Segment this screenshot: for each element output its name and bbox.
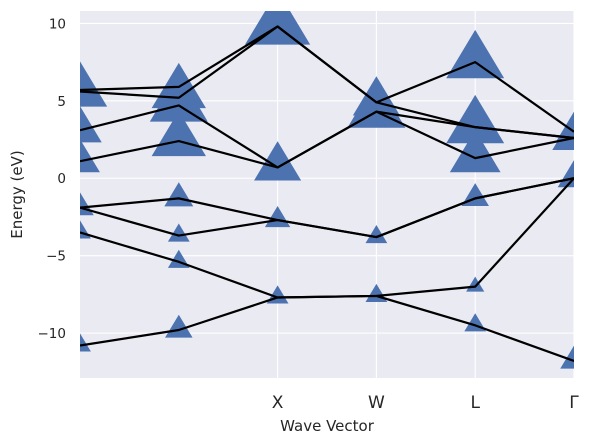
marker-18 [365,225,388,244]
x-tick-label-W: W [368,393,385,413]
band-lines [80,25,574,363]
y-tick-label-2: 0 [57,171,66,187]
y-axis-label: Energy (eV) [8,150,26,238]
x-tick-label-Γ: Γ [569,393,579,413]
marker-27 [560,345,574,369]
marker-0 [80,333,91,352]
x-tick-label-X: X [272,393,284,413]
band-line-1 [80,177,574,299]
plot-background [80,11,574,378]
marker-15 [254,141,302,181]
x-tick-label-L: L [470,393,480,413]
y-tick-label-0: 10 [49,16,66,32]
marker-4 [80,106,102,143]
marker-28 [557,160,574,188]
marker-30 [555,111,574,142]
y-tick-label-4: −10 [38,326,67,342]
marker-3 [80,139,100,173]
band-line-7 [80,25,574,133]
marker-5 [80,61,108,107]
y-axis-ticks: 10 5 0 −5 −10 [38,16,67,342]
band-line-3 [80,177,574,239]
marker-26 [446,29,505,79]
marker-24 [449,129,501,173]
x-axis-label: Wave Vector [280,417,375,435]
y-tick-label-3: −5 [46,249,66,265]
y-tick-label-1: 5 [57,94,66,110]
marker-8 [167,223,190,242]
marker-25 [446,94,505,144]
plot-area [80,11,574,378]
